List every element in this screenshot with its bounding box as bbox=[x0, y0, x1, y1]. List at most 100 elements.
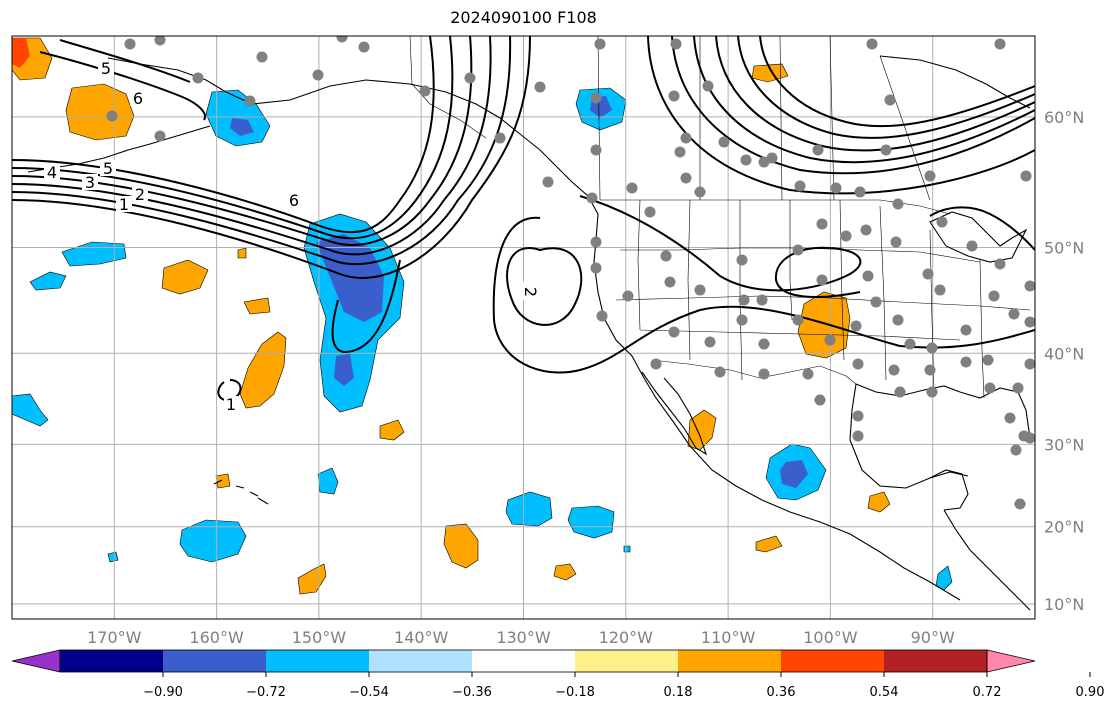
station-marker bbox=[758, 338, 770, 350]
station-marker bbox=[1024, 358, 1035, 370]
colorbar-extend-low bbox=[11, 649, 61, 673]
contour-label: 2 bbox=[521, 287, 540, 297]
graticule bbox=[12, 36, 1035, 619]
station-marker bbox=[674, 146, 686, 158]
central-america bbox=[943, 509, 1031, 611]
station-marker bbox=[590, 92, 602, 104]
station-marker bbox=[860, 224, 872, 236]
lon-tick-label: 130°W bbox=[496, 628, 551, 647]
contour-line bbox=[671, 36, 1035, 175]
station-marker bbox=[866, 38, 878, 50]
station-marker bbox=[936, 216, 948, 228]
colorbar-tick-labels: −0.90 −0.72 −0.54 −0.36 −0.18 0.18 0.36 0.54 0.7… bbox=[143, 672, 1104, 700]
station-marker bbox=[766, 152, 778, 164]
lon-tick-label: 170°W bbox=[87, 628, 142, 647]
station-marker bbox=[1004, 412, 1016, 424]
contour-line bbox=[12, 36, 454, 240]
negative-blob bbox=[935, 565, 953, 591]
contour-label: 4 bbox=[47, 163, 57, 182]
station-marker bbox=[982, 354, 994, 366]
colorbar-label: 0.90 bbox=[1076, 685, 1105, 700]
station-marker bbox=[892, 314, 904, 326]
station-marker bbox=[904, 338, 916, 350]
station-marker bbox=[794, 180, 806, 192]
yucatan bbox=[929, 469, 969, 511]
positive-blob bbox=[867, 491, 891, 513]
station-marker bbox=[622, 290, 634, 302]
positive-blob bbox=[751, 63, 789, 83]
colorbar-swatch bbox=[60, 650, 163, 672]
station-marker bbox=[154, 36, 166, 46]
station-marker bbox=[626, 182, 638, 194]
station-marker bbox=[534, 81, 546, 93]
colorbar-label: 0.54 bbox=[870, 685, 899, 700]
station-marker bbox=[816, 274, 828, 286]
station-marker bbox=[934, 284, 946, 296]
station-marker bbox=[840, 230, 852, 242]
station-marker bbox=[984, 382, 996, 394]
positive-blob bbox=[797, 291, 851, 359]
station-marker bbox=[894, 386, 906, 398]
station-marker bbox=[256, 51, 268, 63]
station-marker bbox=[814, 394, 826, 406]
station-marker bbox=[756, 294, 768, 306]
station-marker bbox=[824, 334, 836, 346]
station-marker bbox=[244, 95, 256, 107]
station-marker bbox=[988, 290, 1000, 302]
station-marker bbox=[668, 90, 680, 102]
colorbar-outline bbox=[59, 649, 988, 673]
negative-blob bbox=[780, 460, 808, 488]
colorbar-swatch bbox=[884, 650, 987, 672]
positive-blob bbox=[161, 259, 209, 295]
station-marker bbox=[192, 72, 204, 84]
negative-blob bbox=[317, 467, 339, 495]
station-marker bbox=[862, 270, 874, 282]
station-marker bbox=[586, 192, 598, 204]
station-marker bbox=[736, 314, 748, 326]
station-marker bbox=[884, 94, 896, 106]
lat-tick-label: 40°N bbox=[1044, 344, 1084, 363]
hudson-bay-shore bbox=[879, 55, 1031, 109]
station-marker bbox=[1020, 170, 1032, 182]
contour-label: 1 bbox=[226, 395, 236, 414]
colorbar-swatch bbox=[369, 650, 472, 672]
station-marker bbox=[738, 294, 750, 306]
contour-label: 5 bbox=[101, 59, 111, 78]
colorbar-swatch bbox=[266, 650, 369, 672]
station-marker bbox=[464, 72, 476, 84]
negative-blob bbox=[505, 491, 553, 527]
lon-tick-label: 90°W bbox=[911, 628, 955, 647]
station-marker bbox=[740, 154, 752, 166]
station-marker bbox=[924, 170, 936, 182]
station-marker bbox=[966, 240, 978, 252]
station-marker bbox=[1012, 382, 1024, 394]
lon-tick-label: 150°W bbox=[292, 628, 347, 647]
positive-blob bbox=[237, 247, 247, 259]
contour-line bbox=[737, 36, 1035, 139]
station-marker bbox=[850, 320, 862, 332]
station-marker bbox=[852, 358, 864, 370]
contour-line bbox=[579, 195, 862, 298]
positive-blob bbox=[687, 409, 717, 451]
colorbar-label: 0.36 bbox=[767, 685, 796, 700]
station-marker bbox=[644, 206, 656, 218]
station-marker bbox=[880, 144, 892, 156]
colorbar-label: 0.72 bbox=[973, 685, 1002, 700]
negative-blob bbox=[12, 393, 49, 427]
longitude-tick-labels: 170°W 160°W 150°W 140°W 130°W 120°W 110°W 100°W… bbox=[87, 628, 955, 647]
contour-label: 2 bbox=[135, 185, 145, 204]
aleutian-chain bbox=[27, 125, 211, 173]
colorbar-swatch bbox=[163, 650, 266, 672]
colorbar-label: −0.36 bbox=[452, 685, 492, 700]
positive-blob bbox=[553, 563, 577, 581]
contour-line bbox=[12, 36, 435, 234]
contour-labels: 5 6 4 3 5 2 1 6 2 1 bbox=[44, 59, 540, 414]
station-marker bbox=[680, 172, 692, 184]
station-marker bbox=[926, 386, 938, 398]
anomaly-shading bbox=[12, 37, 953, 595]
colorbar-label: −0.18 bbox=[555, 685, 595, 700]
negative-blob bbox=[230, 118, 254, 136]
station-marker bbox=[926, 342, 938, 354]
colorbar-label: −0.90 bbox=[143, 685, 183, 700]
contour-label: 6 bbox=[289, 191, 299, 210]
